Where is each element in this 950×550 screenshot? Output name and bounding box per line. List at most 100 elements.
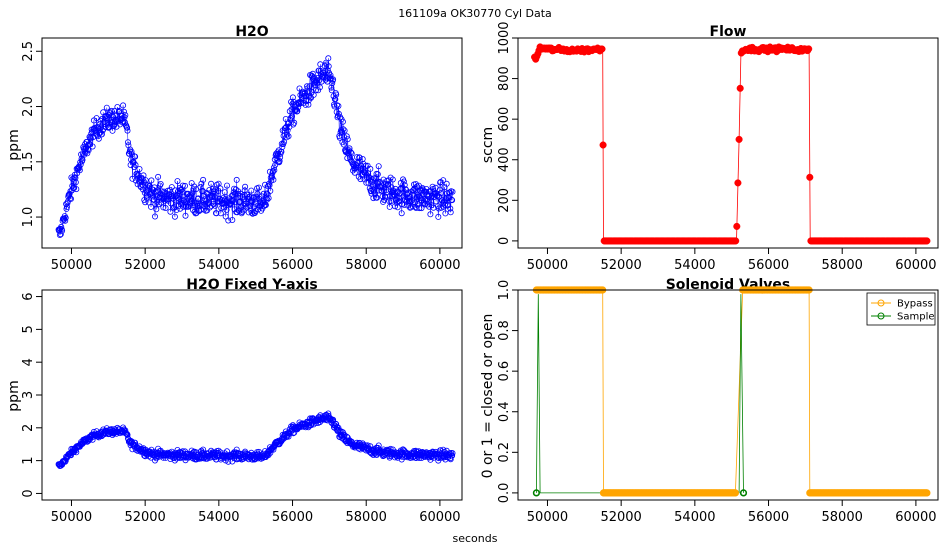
panel-flow: Flow sccm 50000 52000 54000 56000 58000 60000… <box>480 21 939 273</box>
flow-data-point <box>806 173 814 181</box>
h2o-data-point <box>267 187 274 194</box>
h2o-data-point <box>76 164 83 171</box>
h2o-data-point <box>129 175 136 182</box>
h2o-data-point <box>436 186 443 193</box>
h2o-data-point <box>377 183 384 190</box>
h2o-data-point <box>95 135 102 142</box>
h2o-data-point <box>72 179 79 186</box>
panel-h2o-fixed: H2O Fixed Y-axis ppm 50000 52000 54000 5600… <box>6 277 463 525</box>
x-tick-label: 60000 <box>419 510 460 525</box>
h2o-data-point <box>411 199 418 206</box>
h2o-data-point <box>120 102 127 109</box>
h2o-data-point <box>189 198 196 205</box>
h2o-data-point <box>158 188 165 195</box>
h2o-data-point <box>443 180 450 187</box>
sample-data-point <box>532 489 541 497</box>
h2o-data-point <box>440 177 447 184</box>
legend-box <box>866 292 936 326</box>
y-tick-label: 3 <box>21 391 36 399</box>
h2o-data-point <box>132 161 139 168</box>
h2o-data-point <box>308 88 315 95</box>
h2o-data-point <box>147 203 154 210</box>
h2o-data-point <box>367 165 374 172</box>
h2o-data-point <box>71 448 78 455</box>
panel-h2o-fixed-title: H2O Fixed Y-axis <box>186 277 318 293</box>
h2o-data-point <box>58 223 65 230</box>
h2o-data-point <box>138 178 145 185</box>
h2o-data-point <box>107 109 114 116</box>
h2o-data-point <box>233 176 240 183</box>
y-tick-label: 0.4 <box>497 401 512 422</box>
h2o-data-point <box>229 216 236 223</box>
x-tick-label: 50000 <box>527 258 568 273</box>
h2o-data-point <box>427 211 434 218</box>
h2o-data-point <box>277 154 284 161</box>
h2o-data-point <box>353 154 360 161</box>
h2o-data-point <box>343 133 350 140</box>
x-tick-label: 50000 <box>51 510 92 525</box>
flow-data-point <box>923 237 931 245</box>
y-tick-label: 0 <box>497 237 512 245</box>
h2o-data-point <box>208 180 215 187</box>
h2o-data-point <box>89 143 96 150</box>
bypass-series-line <box>536 289 927 494</box>
h2o-data-point <box>335 103 342 110</box>
h2o-data-point <box>306 93 313 100</box>
y-tick-label: 0.0 <box>497 483 512 504</box>
h2o-data-point <box>170 205 177 212</box>
h2o-data-point <box>59 227 66 234</box>
h2o-data-point <box>84 150 91 157</box>
y-tick-label: 1000 <box>497 21 512 54</box>
h2o-data-point <box>449 450 456 457</box>
y-tick-label: 5 <box>21 325 36 333</box>
h2o-data-point <box>124 127 131 134</box>
h2o-data-point <box>213 181 220 188</box>
h2o-data-point <box>374 171 381 178</box>
h2o-data-point <box>142 177 149 184</box>
h2o-data-point <box>408 197 415 204</box>
h2o-data-point <box>383 189 390 196</box>
panel-flow-title: Flow <box>710 24 747 40</box>
h2o-data-point <box>187 191 194 198</box>
h2o-data-point <box>437 447 444 454</box>
h2o-data-point <box>242 183 249 190</box>
y-tick-label: 200 <box>497 188 512 213</box>
h2o-data-point <box>281 138 288 145</box>
y-tick-label: 6 <box>21 292 36 300</box>
h2o-data-point <box>154 187 161 194</box>
h2o-data-point <box>325 55 332 62</box>
h2o-data-point <box>148 190 155 197</box>
h2o-data-point <box>316 84 323 91</box>
x-tick-label: 58000 <box>346 510 387 525</box>
h2o-data-point <box>64 203 71 210</box>
flow-data-point <box>599 141 607 149</box>
h2o-data-point <box>329 417 336 424</box>
h2o-data-point <box>124 431 131 438</box>
x-tick-label: 56000 <box>748 258 789 273</box>
h2o-data-point <box>139 186 146 193</box>
h2o-data-point <box>217 185 224 192</box>
h2o-data-point <box>76 167 83 174</box>
h2o-data-point <box>97 117 104 124</box>
h2o-data-point <box>394 204 401 211</box>
h2o-data-point <box>246 193 253 200</box>
h2o-data-point <box>108 107 115 114</box>
h2o-data-point <box>260 190 267 197</box>
h2o-data-point <box>68 195 75 202</box>
h2o-data-point <box>179 182 186 189</box>
x-tick-label: 56000 <box>272 510 313 525</box>
h2o-data-point <box>398 210 405 217</box>
y-tick-label: 2.0 <box>21 96 36 117</box>
h2o-data-point <box>329 80 336 87</box>
h2o-data-point <box>206 204 213 211</box>
h2o-data-point <box>389 176 396 183</box>
h2o-data-point <box>233 446 240 453</box>
h2o-data-point <box>93 115 100 122</box>
flow-data-point <box>735 135 743 143</box>
h2o-data-point <box>136 165 143 172</box>
h2o-data-point <box>375 163 382 170</box>
h2o-data-point <box>312 87 319 94</box>
x-tick-label: 58000 <box>822 258 863 273</box>
h2o-data-point <box>128 148 135 155</box>
h2o-data-point <box>447 209 454 216</box>
